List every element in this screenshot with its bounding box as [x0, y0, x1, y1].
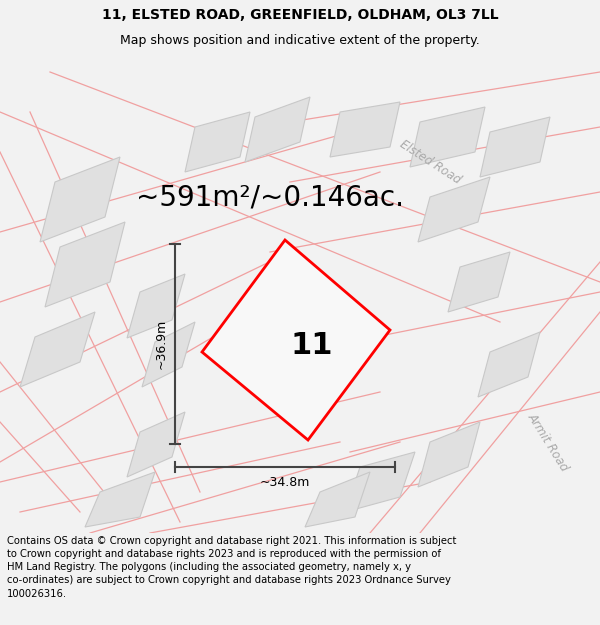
Polygon shape [448, 252, 510, 312]
Text: 11, ELSTED ROAD, GREENFIELD, OLDHAM, OL3 7LL: 11, ELSTED ROAD, GREENFIELD, OLDHAM, OL3… [101, 8, 499, 21]
Polygon shape [185, 112, 250, 172]
Text: Elsted Road: Elsted Road [397, 138, 463, 186]
Polygon shape [142, 322, 195, 387]
Polygon shape [418, 422, 480, 487]
Text: Map shows position and indicative extent of the property.: Map shows position and indicative extent… [120, 34, 480, 47]
Polygon shape [127, 412, 185, 477]
Polygon shape [330, 102, 400, 157]
Polygon shape [127, 274, 185, 338]
Polygon shape [20, 312, 95, 387]
Polygon shape [480, 117, 550, 177]
Text: Armit Road: Armit Road [525, 411, 571, 474]
Polygon shape [418, 177, 490, 242]
Polygon shape [202, 240, 390, 440]
Polygon shape [245, 97, 310, 162]
Polygon shape [478, 332, 540, 397]
Polygon shape [345, 452, 415, 512]
Polygon shape [40, 157, 120, 242]
Text: ~591m²/~0.146ac.: ~591m²/~0.146ac. [136, 183, 404, 211]
Polygon shape [45, 222, 125, 307]
Text: ~36.9m: ~36.9m [155, 319, 167, 369]
Text: 11: 11 [290, 331, 332, 360]
Text: ~34.8m: ~34.8m [260, 476, 310, 489]
Text: Contains OS data © Crown copyright and database right 2021. This information is : Contains OS data © Crown copyright and d… [7, 536, 457, 599]
Polygon shape [410, 107, 485, 167]
Polygon shape [85, 472, 155, 527]
Polygon shape [305, 472, 370, 527]
